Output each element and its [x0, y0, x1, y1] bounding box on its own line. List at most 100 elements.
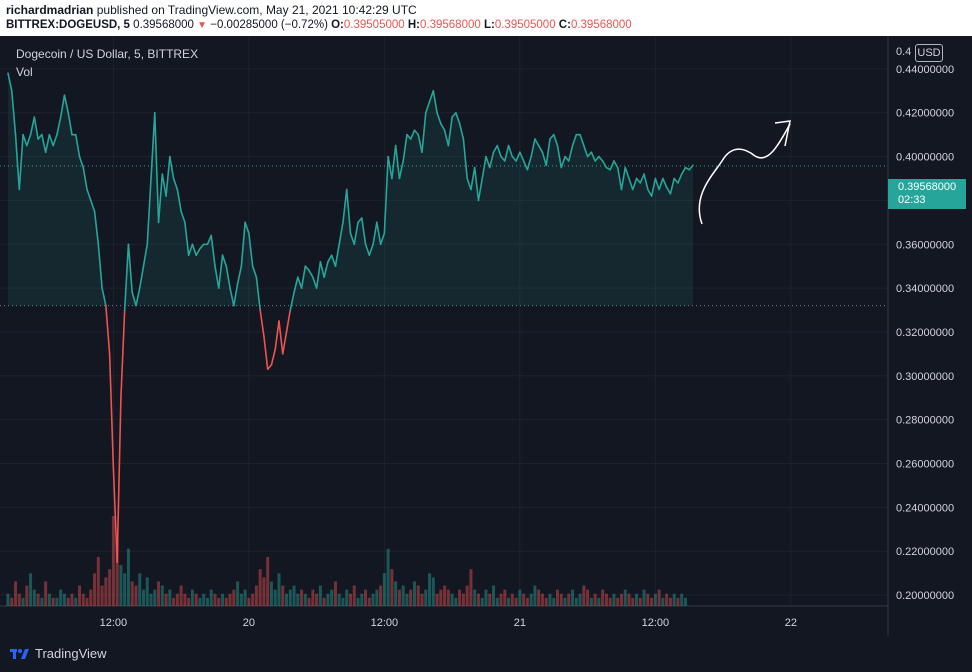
price-line-segment — [229, 287, 235, 307]
price-line-segment — [631, 177, 638, 191]
volume-bar — [224, 597, 228, 606]
price-line-segment — [436, 111, 442, 125]
volume-bar — [371, 593, 375, 606]
y-tick-label: 0.32000000 — [896, 327, 954, 339]
volume-bar — [281, 585, 285, 606]
volume-bar — [476, 593, 480, 606]
volume-bar — [337, 593, 341, 606]
legend-volume[interactable]: Vol — [16, 65, 33, 79]
current-price-value: 0.39568000 — [898, 181, 957, 193]
volume-bar — [443, 585, 447, 606]
volume-bar — [96, 556, 100, 606]
price-line-segment — [586, 151, 593, 158]
price-line-segment — [97, 243, 103, 289]
price-line-segment — [195, 247, 201, 257]
price-line-segment — [455, 111, 461, 125]
volume-bar — [635, 593, 639, 606]
price-line-segment — [270, 348, 277, 366]
price-line-segment — [334, 243, 341, 267]
volume-bar — [296, 593, 300, 606]
price-line-segment — [7, 72, 13, 92]
tradingview-logo[interactable]: TradingView — [10, 646, 107, 661]
volume-bar — [183, 593, 187, 606]
price-line-segment — [131, 291, 137, 307]
price-line-segment — [650, 177, 657, 197]
price-line-segment — [406, 133, 412, 140]
x-tick-label: 12:00 — [642, 617, 670, 629]
price-line-segment — [345, 188, 352, 235]
price-line-segment — [236, 265, 243, 285]
volume-bar — [646, 593, 650, 606]
price-line-segment — [112, 467, 118, 563]
bar-countdown: 02:33 — [898, 194, 926, 206]
price-line-segment — [59, 94, 66, 118]
price-line-segment — [142, 243, 149, 267]
price-line-segment — [90, 199, 96, 213]
price-line-segment — [409, 129, 416, 140]
low-label: L: — [483, 19, 495, 31]
price-line-segment — [120, 309, 126, 399]
price-line-segment — [530, 138, 536, 158]
price-line-segment — [323, 261, 329, 278]
volume-bar — [236, 581, 240, 606]
chart-pane[interactable]: 0.440000000.420000000.400000000.38000000… — [0, 36, 972, 636]
price-line-segment — [187, 243, 194, 257]
currency-button[interactable]: USD — [915, 44, 943, 62]
volume-bar — [424, 589, 428, 606]
price-line-segment — [488, 151, 495, 169]
price-line-segment — [360, 217, 367, 246]
price-chart[interactable]: 0.440000000.420000000.400000000.38000000… — [0, 36, 972, 636]
volume-bar — [145, 577, 149, 606]
volume-bar — [209, 589, 213, 606]
price-line-segment — [594, 155, 600, 162]
y-tick-label: 0.36000000 — [896, 239, 954, 251]
volume-bar — [29, 573, 33, 606]
volume-bar — [14, 581, 18, 606]
price-line-segment — [677, 173, 683, 184]
down-triangle-icon: ▼ — [197, 20, 208, 31]
volume-bar — [390, 569, 394, 606]
price-line-segment — [647, 188, 653, 197]
price-line-segment — [447, 116, 453, 147]
volume-bar — [454, 597, 458, 606]
volume-bar — [138, 573, 142, 606]
price-line-segment — [105, 304, 111, 355]
publish-header: richardmadrian published on TradingView.… — [0, 0, 972, 36]
price-line-segment — [217, 254, 224, 289]
volume-bar — [115, 540, 119, 606]
volume-bar — [461, 593, 465, 606]
volume-bar — [326, 593, 330, 606]
volume-bar — [420, 593, 424, 606]
price-line-segment — [233, 282, 239, 307]
price-line-segment — [153, 111, 160, 224]
current-price-badge: 0.39568000 02:33 — [888, 179, 966, 209]
price-line-segment — [146, 177, 152, 246]
price-line-segment — [485, 155, 491, 169]
volume-bar — [676, 597, 680, 606]
author-name[interactable]: richardmadrian — [6, 3, 94, 17]
volume-bar — [59, 589, 63, 606]
close-value: 0.39568000 — [570, 19, 632, 31]
price-line-segment — [391, 144, 397, 180]
price-line-segment — [266, 364, 273, 371]
volume-bar — [81, 593, 85, 606]
volume-bar — [123, 573, 127, 606]
volume-bar — [292, 585, 296, 606]
price-line-segment — [150, 111, 156, 180]
volume-bar — [683, 597, 687, 606]
volume-bar — [62, 593, 66, 606]
price-line-segment — [289, 291, 295, 311]
legend-title[interactable]: Dogecoin / US Dollar, 5, BITTREX — [16, 47, 199, 61]
price-line-segment — [169, 155, 175, 180]
volume-bar — [93, 573, 97, 606]
y-tick-label: 0.34000000 — [896, 283, 954, 295]
price-line-segment — [665, 186, 672, 195]
volume-bar — [126, 548, 130, 606]
price-line-segment — [330, 254, 337, 267]
x-tick-label: 12:00 — [371, 617, 399, 629]
price-line-segment — [662, 177, 668, 189]
volume-bar — [665, 593, 669, 606]
volume-bar — [221, 593, 225, 606]
price-line-segment — [451, 111, 457, 118]
price-line-segment — [511, 155, 517, 162]
